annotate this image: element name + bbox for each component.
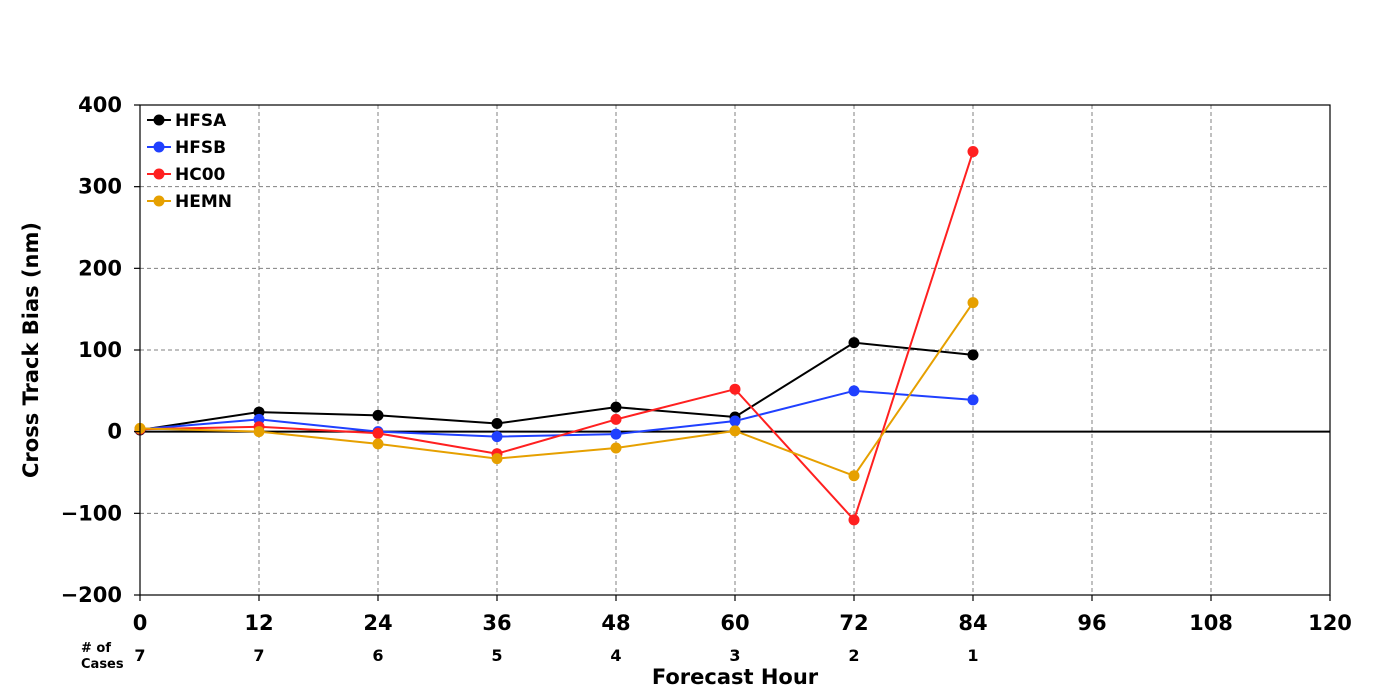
y-tick-label: 200 — [78, 256, 122, 280]
y-tick-label: 100 — [78, 338, 122, 362]
data-point-hc00 — [848, 514, 860, 526]
legend-label: HFSB — [175, 138, 226, 158]
x-axis-title: Forecast Hour — [652, 665, 819, 689]
data-point-hfsa — [491, 418, 503, 429]
data-point-hfsb — [610, 428, 622, 440]
y-tick-label: 0 — [107, 420, 122, 444]
data-point-hc00 — [729, 383, 741, 395]
x-tick-label: 84 — [958, 611, 987, 635]
x-tick-label: 12 — [244, 611, 273, 635]
data-point-hemn — [610, 442, 622, 454]
legend-marker — [153, 141, 165, 153]
x-tick-label: 96 — [1077, 611, 1106, 635]
x-tick-label: 120 — [1308, 611, 1352, 635]
case-count: 6 — [372, 646, 383, 665]
data-point-hemn — [967, 297, 979, 309]
series-line-hfsa — [139, 341, 974, 432]
data-point-hfsb — [967, 394, 979, 406]
x-tick-label: 36 — [482, 611, 511, 635]
data-point-hemn — [372, 438, 384, 450]
data-point-hc00 — [610, 413, 622, 425]
case-count: 5 — [491, 646, 502, 665]
data-point-hemn — [729, 425, 741, 437]
legend-item-hemn: HEMN — [147, 192, 232, 212]
y-axis-title: Cross Track Bias (nm) — [19, 222, 43, 478]
cases-title-line-2: Cases — [81, 657, 124, 672]
series-line-hc00 — [139, 151, 974, 522]
legend: HFSA HFSB HC00 HEMN — [147, 111, 232, 212]
y-tick-label: −200 — [61, 583, 122, 607]
x-tick-label: 72 — [839, 611, 868, 635]
legend-item-hfsb: HFSB — [147, 138, 226, 158]
tick-layer: 0 12 24 36 48 60 72 84 96 108 120 −200 −100 0 100 200 30… — [61, 93, 1352, 635]
legend-marker — [153, 114, 165, 126]
x-tick-label: 48 — [601, 611, 630, 635]
case-count: 1 — [967, 646, 978, 665]
case-count: 3 — [729, 646, 740, 665]
y-tick-label: 300 — [78, 175, 122, 199]
data-point-hfsa — [372, 409, 384, 421]
grid-layer — [140, 105, 1330, 595]
x-tick-label: 60 — [720, 611, 749, 635]
legend-marker — [153, 195, 165, 207]
data-point-hfsa — [848, 337, 860, 349]
series-line-hfsb — [139, 389, 974, 438]
data-point-hc00 — [372, 427, 384, 439]
series-line-hemn — [139, 302, 974, 477]
series-hc00 — [134, 146, 979, 526]
x-tick-label: 24 — [363, 611, 392, 635]
data-point-hc00 — [967, 146, 979, 158]
legend-marker — [153, 168, 165, 180]
data-point-hemn — [491, 453, 503, 465]
legend-label: HFSA — [175, 111, 227, 131]
data-point-hfsa — [610, 401, 622, 413]
case-count: 2 — [848, 646, 859, 665]
data-point-hfsa — [967, 349, 979, 361]
series-hemn — [134, 297, 979, 482]
data-point-hfsb — [848, 385, 860, 397]
case-count: 7 — [134, 646, 145, 665]
data-point-hfsb — [491, 431, 503, 443]
y-tick-label: 400 — [78, 93, 122, 117]
x-tick-label: 0 — [133, 611, 148, 635]
series-layer — [134, 146, 979, 526]
legend-item-hc00: HC00 — [147, 165, 226, 185]
case-count: 7 — [253, 646, 264, 665]
data-point-hfsb — [729, 415, 741, 427]
x-tick-label: 108 — [1189, 611, 1233, 635]
legend-label: HC00 — [175, 165, 226, 185]
data-point-hemn — [848, 470, 860, 482]
case-count: 4 — [610, 646, 621, 665]
cases-title-line-1: # of — [81, 641, 111, 656]
legend-label: HEMN — [175, 192, 232, 212]
data-point-hemn — [253, 426, 265, 438]
legend-item-hfsa: HFSA — [147, 111, 227, 131]
y-tick-label: −100 — [61, 501, 122, 525]
